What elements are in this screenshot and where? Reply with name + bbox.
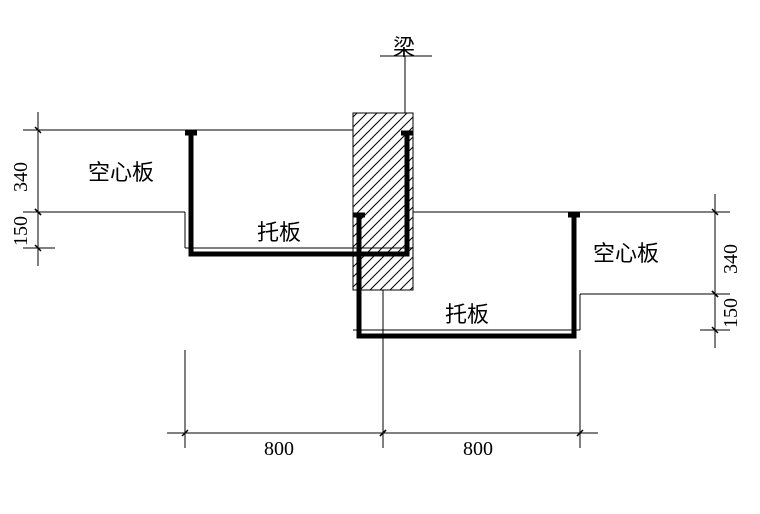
dim-left-lower: 150 (10, 216, 33, 246)
dim-right-lower: 150 (720, 298, 743, 328)
hollow-slab-label-right: 空心板 (593, 236, 659, 268)
dim-right-upper: 340 (720, 244, 743, 274)
beam-label: 梁 (393, 30, 415, 62)
dim-bottom-right: 800 (463, 438, 493, 461)
hollow-slab-label-left: 空心板 (88, 155, 154, 187)
diagram-canvas: 梁 空心板 空心板 托板 托板 340 150 340 150 800 800 (0, 0, 760, 514)
support-slab-label-right: 托板 (445, 297, 489, 329)
dim-left-upper: 340 (10, 162, 33, 192)
dim-bottom-left: 800 (264, 438, 294, 461)
support-slab-label-left: 托板 (257, 215, 301, 247)
